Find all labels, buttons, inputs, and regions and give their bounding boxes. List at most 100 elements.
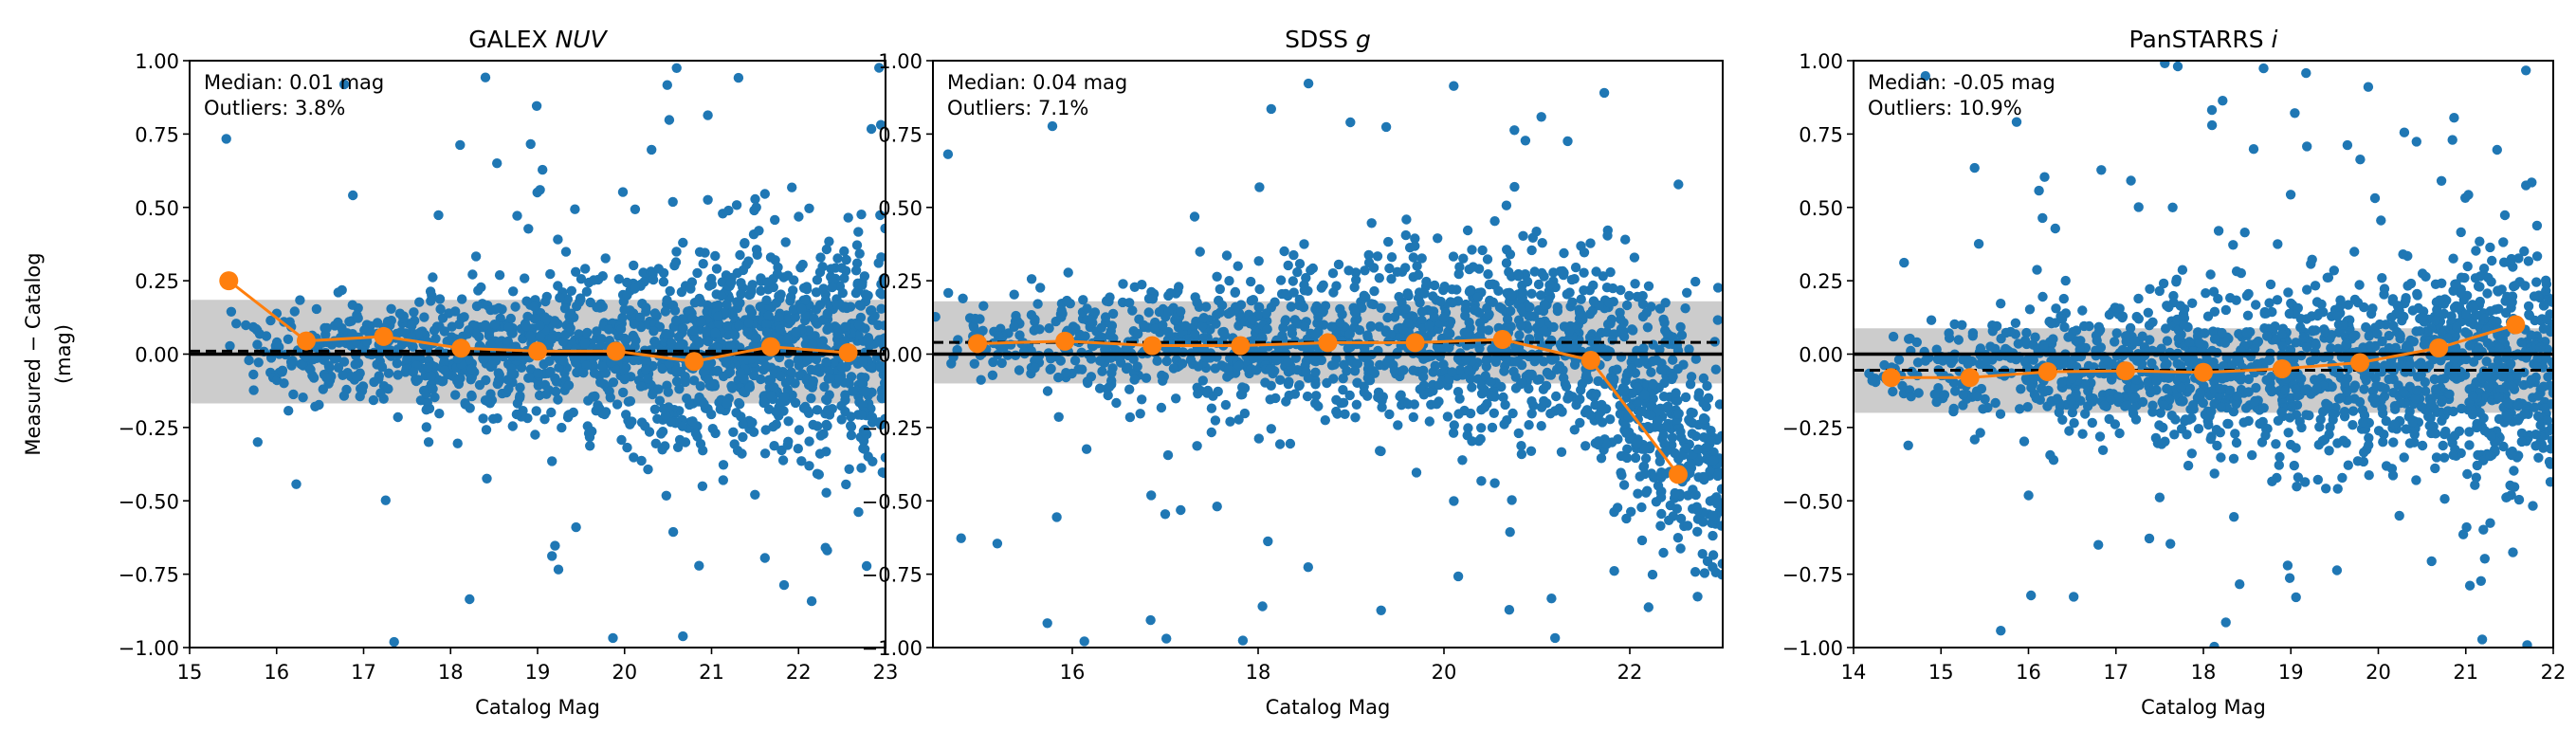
scatter-point xyxy=(1706,426,1715,435)
scatter-point xyxy=(1106,326,1116,336)
scatter-point xyxy=(1198,375,1208,385)
scatter-point xyxy=(821,394,831,404)
scatter-point xyxy=(1449,429,1458,438)
binned-median-point xyxy=(1055,332,1074,351)
scatter-point xyxy=(761,296,771,305)
scatter-point xyxy=(503,384,513,393)
scatter-point xyxy=(838,288,848,298)
scatter-point xyxy=(544,356,554,366)
scatter-point xyxy=(2439,309,2449,319)
scatter-point xyxy=(752,203,761,212)
scatter-point xyxy=(857,357,867,367)
scatter-point xyxy=(2210,307,2220,317)
scatter-point xyxy=(1690,277,1700,286)
scatter-point xyxy=(1310,398,1320,408)
scatter-point xyxy=(582,328,592,338)
scatter-point xyxy=(1716,521,1726,530)
scatter-point xyxy=(2355,155,2365,164)
scatter-point xyxy=(2235,579,2244,589)
scatter-point xyxy=(764,311,774,320)
scatter-point xyxy=(464,325,473,335)
scatter-point xyxy=(1145,615,1155,625)
scatter-point xyxy=(1056,356,1066,365)
scatter-point xyxy=(958,294,967,303)
scatter-point xyxy=(1518,231,1527,241)
scatter-point xyxy=(1996,410,2005,419)
scatter-point xyxy=(2187,448,2197,458)
scatter-point xyxy=(1668,356,1677,365)
scatter-point xyxy=(2121,331,2130,340)
scatter-point xyxy=(1623,368,1633,377)
scatter-point xyxy=(2370,193,2380,203)
scatter-point xyxy=(2301,68,2311,78)
scatter-point xyxy=(1527,409,1537,418)
scatter-point xyxy=(1082,445,1091,454)
scatter-point xyxy=(482,425,491,434)
scatter-point xyxy=(2431,384,2440,393)
scatter-point xyxy=(2420,339,2429,349)
scatter-point xyxy=(1631,453,1640,463)
scatter-point xyxy=(580,338,590,348)
scatter-point xyxy=(476,283,485,292)
scatter-point xyxy=(1326,321,1336,331)
scatter-point xyxy=(2047,319,2056,328)
scatter-point xyxy=(1597,400,1606,410)
scatter-point xyxy=(1973,392,1982,401)
scatter-point xyxy=(1546,594,1556,603)
scatter-point xyxy=(1158,376,1167,386)
plot-area xyxy=(190,63,890,647)
scatter-point xyxy=(1417,307,1427,317)
scatter-point xyxy=(1425,321,1434,331)
binned-median-point xyxy=(1581,351,1600,370)
y-tick-label: 0.00 xyxy=(135,344,179,367)
scatter-point xyxy=(622,443,631,452)
scatter-point xyxy=(2283,560,2293,570)
scatter-point xyxy=(856,463,866,472)
scatter-point xyxy=(2316,300,2326,309)
scatter-point xyxy=(1034,324,1044,334)
scatter-point xyxy=(2178,265,2187,275)
scatter-point xyxy=(1639,356,1649,365)
scatter-point xyxy=(1212,272,1221,282)
scatter-point xyxy=(1231,288,1240,298)
scatter-point xyxy=(650,405,660,414)
scatter-point xyxy=(1711,365,1721,374)
scatter-point xyxy=(1646,368,1655,377)
scatter-point xyxy=(1289,287,1299,297)
scatter-point xyxy=(1964,359,1973,369)
scatter-point xyxy=(1176,306,1185,316)
scatter-point xyxy=(1321,301,1330,310)
scatter-point xyxy=(2243,311,2253,320)
scatter-point xyxy=(2259,403,2269,412)
scatter-point xyxy=(1948,407,1958,416)
scatter-point xyxy=(1957,320,1966,330)
scatter-point xyxy=(2364,440,2373,449)
scatter-point xyxy=(571,357,580,367)
scatter-point xyxy=(475,380,484,390)
scatter-point xyxy=(1507,290,1517,300)
scatter-point xyxy=(1043,386,1052,395)
scatter-point xyxy=(596,340,606,350)
scatter-point xyxy=(1662,328,1672,338)
scatter-point xyxy=(1904,334,1913,343)
scatter-point xyxy=(1673,533,1683,542)
scatter-point xyxy=(1591,266,1600,276)
scatter-point xyxy=(771,407,780,416)
scatter-point xyxy=(344,317,354,326)
scatter-point xyxy=(1104,297,1113,306)
scatter-point xyxy=(309,373,319,382)
scatter-point xyxy=(1352,378,1361,388)
chart-title: GALEX NUV xyxy=(468,26,608,53)
scatter-point xyxy=(766,391,776,400)
scatter-point xyxy=(1619,387,1629,396)
scatter-point xyxy=(2261,375,2271,385)
scatter-point xyxy=(1996,626,2005,635)
scatter-point xyxy=(2203,420,2213,429)
scatter-point xyxy=(725,340,735,350)
median-annotation: Median: 0.04 mag xyxy=(947,71,1127,94)
scatter-point xyxy=(2507,450,2516,460)
scatter-point xyxy=(2088,418,2097,428)
scatter-point xyxy=(2471,246,2480,255)
scatter-point xyxy=(1174,282,1183,291)
